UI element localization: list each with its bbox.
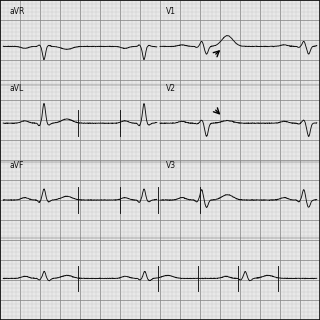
Text: aVF: aVF <box>10 161 24 170</box>
Text: V2: V2 <box>166 84 176 93</box>
Text: aVL: aVL <box>10 84 24 93</box>
Text: aVR: aVR <box>10 7 25 16</box>
Text: V1: V1 <box>166 7 176 16</box>
Text: V3: V3 <box>166 161 177 170</box>
